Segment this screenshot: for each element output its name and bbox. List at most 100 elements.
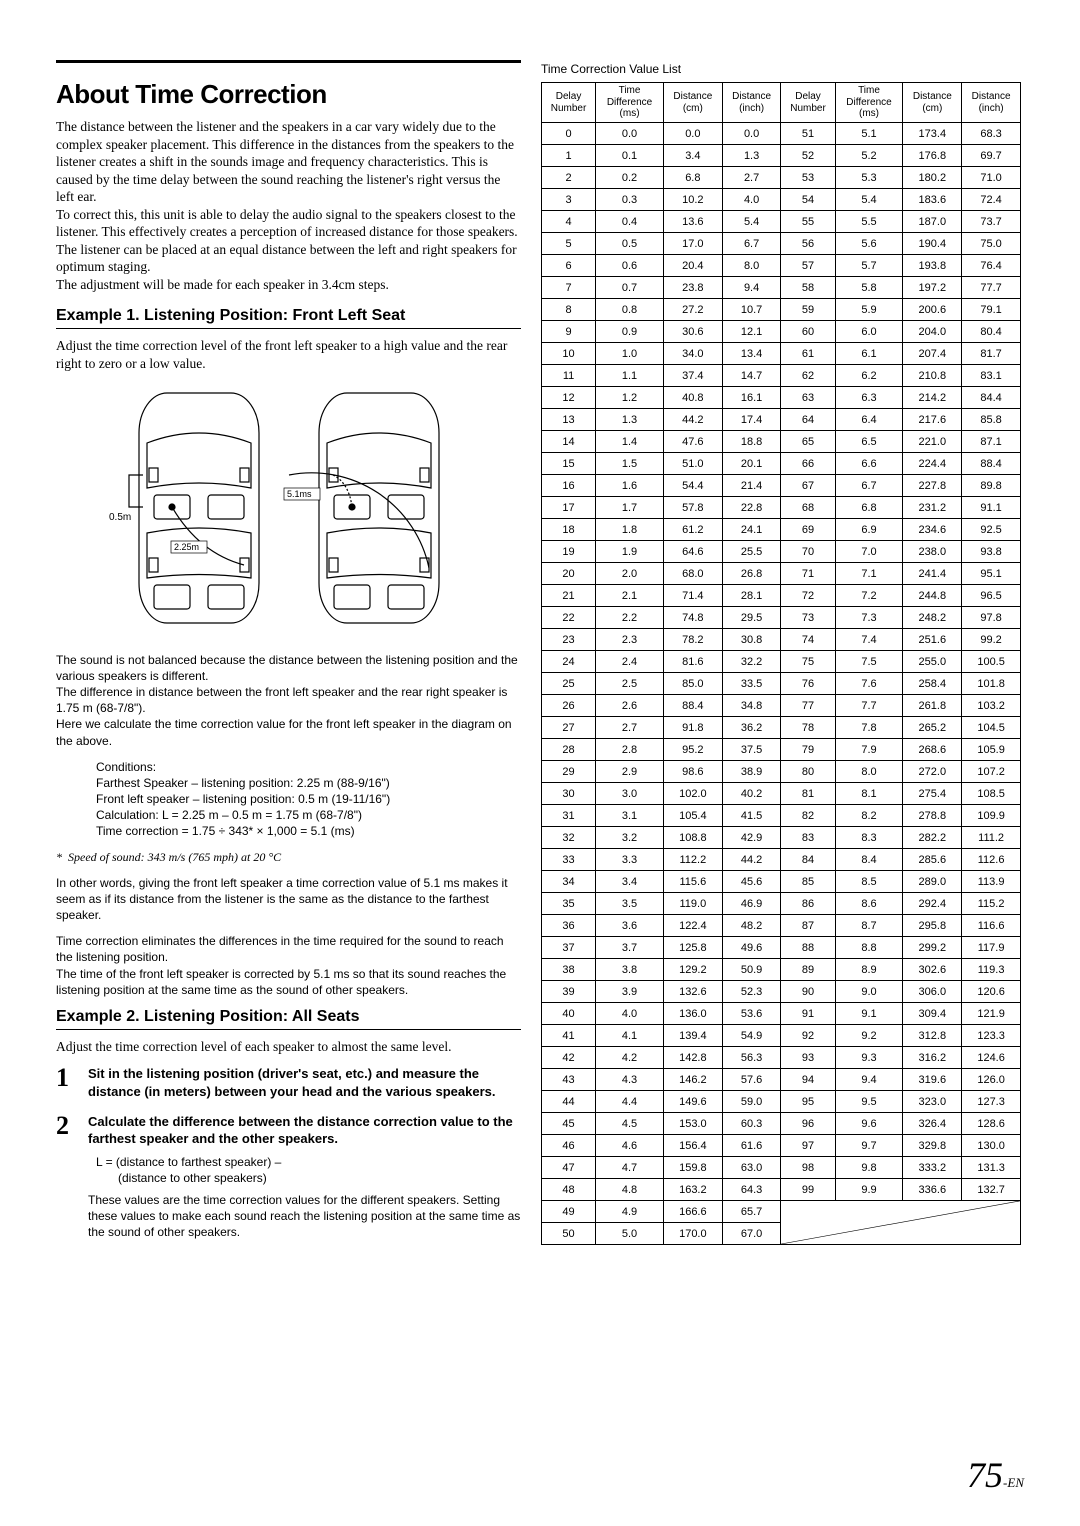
- table-cell: 197.2: [903, 277, 962, 299]
- conditions-block: Conditions: Farthest Speaker – listening…: [96, 759, 521, 840]
- th-delay-num-1: Delay Number: [542, 83, 596, 123]
- table-cell: 40.8: [663, 387, 722, 409]
- table-cell: 4.9: [596, 1201, 664, 1223]
- step-2-formula: L = (distance to farthest speaker) – (di…: [96, 1154, 521, 1186]
- table-cell: 323.0: [903, 1091, 962, 1113]
- table-cell: 20.4: [663, 255, 722, 277]
- table-cell: 6.3: [835, 387, 903, 409]
- table-cell: 136.0: [663, 1003, 722, 1025]
- table-cell: 7.7: [835, 695, 903, 717]
- table-cell: 312.8: [903, 1025, 962, 1047]
- table-cell: 105.9: [962, 739, 1021, 761]
- table-cell: 5: [542, 233, 596, 255]
- table-cell: 3.5: [596, 893, 664, 915]
- table-row: 454.5153.060.3969.6326.4128.6: [542, 1113, 1021, 1135]
- time-correction-table: Delay Number Time Difference (ms) Distan…: [541, 82, 1021, 1245]
- table-cell: 5.1: [835, 123, 903, 145]
- table-cell: 57.8: [663, 497, 722, 519]
- table-row: 30.310.24.0545.4183.672.4: [542, 189, 1021, 211]
- step-1: 1 Sit in the listening position (driver'…: [56, 1065, 521, 1100]
- table-cell: 20: [542, 563, 596, 585]
- table-cell: 190.4: [903, 233, 962, 255]
- table-row: 181.861.224.1696.9234.692.5: [542, 519, 1021, 541]
- table-cell: 34.8: [722, 695, 781, 717]
- table-cell: 67: [781, 475, 835, 497]
- table-cell: 38: [542, 959, 596, 981]
- table-row: 434.3146.257.6949.4319.6126.0: [542, 1069, 1021, 1091]
- table-row: 404.0136.053.6919.1309.4121.9: [542, 1003, 1021, 1025]
- table-cell: 5.7: [835, 255, 903, 277]
- table-cell: 46: [542, 1135, 596, 1157]
- table-cell: 132.6: [663, 981, 722, 1003]
- table-cell: 69: [781, 519, 835, 541]
- table-row: 111.137.414.7626.2210.883.1: [542, 365, 1021, 387]
- table-cell: 333.2: [903, 1157, 962, 1179]
- table-row: 424.2142.856.3939.3316.2124.6: [542, 1047, 1021, 1069]
- table-cell: 302.6: [903, 959, 962, 981]
- table-cell: 96.5: [962, 585, 1021, 607]
- table-cell: 93: [781, 1047, 835, 1069]
- table-cell: 21: [542, 585, 596, 607]
- table-cell: 9.7: [835, 1135, 903, 1157]
- table-cell: 25: [542, 673, 596, 695]
- conditions-label: Conditions:: [96, 759, 521, 775]
- table-cell: 34.0: [663, 343, 722, 365]
- table-cell: 79.1: [962, 299, 1021, 321]
- table-wrap: Delay Number Time Difference (ms) Distan…: [541, 82, 1021, 1245]
- table-cell: 65.7: [722, 1201, 781, 1223]
- table-cell: 6.1: [835, 343, 903, 365]
- table-cell: 56.3: [722, 1047, 781, 1069]
- table-cell: 336.6: [903, 1179, 962, 1201]
- table-cell: 176.8: [903, 145, 962, 167]
- table-cell: 132.7: [962, 1179, 1021, 1201]
- table-cell: 18: [542, 519, 596, 541]
- table-cell: 95.1: [962, 563, 1021, 585]
- table-cell: 61.6: [722, 1135, 781, 1157]
- table-cell: 54: [781, 189, 835, 211]
- table-cell: 0.3: [596, 189, 664, 211]
- table-row: 323.2108.842.9838.3282.2111.2: [542, 827, 1021, 849]
- table-cell: 73: [781, 607, 835, 629]
- table-cell: 35: [542, 893, 596, 915]
- table-cell: 183.6: [903, 189, 962, 211]
- table-row: 222.274.829.5737.3248.297.8: [542, 607, 1021, 629]
- table-row: 303.0102.040.2818.1275.4108.5: [542, 783, 1021, 805]
- table-cell: 50: [542, 1223, 596, 1245]
- label-5-1ms: 5.1ms: [287, 489, 312, 499]
- table-cell: 86: [781, 893, 835, 915]
- table-cell: 17: [542, 497, 596, 519]
- table-row: 272.791.836.2787.8265.2104.5: [542, 717, 1021, 739]
- table-cell: 1: [542, 145, 596, 167]
- table-cell: 16: [542, 475, 596, 497]
- table-cell: 272.0: [903, 761, 962, 783]
- table-cell: 109.9: [962, 805, 1021, 827]
- table-cell: 8.8: [835, 937, 903, 959]
- table-row: 70.723.89.4585.8197.277.7: [542, 277, 1021, 299]
- table-cell: 153.0: [663, 1113, 722, 1135]
- table-cell: 74: [781, 629, 835, 651]
- table-cell: 59: [781, 299, 835, 321]
- table-cell: 33.5: [722, 673, 781, 695]
- table-cell: 9: [542, 321, 596, 343]
- title-rule: [56, 60, 521, 71]
- step-2: 2 Calculate the difference between the d…: [56, 1113, 521, 1241]
- table-cell: 8.0: [722, 255, 781, 277]
- table-cell: 37.4: [663, 365, 722, 387]
- table-cell: 329.8: [903, 1135, 962, 1157]
- step-1-number: 1: [56, 1065, 76, 1100]
- table-cell: 94: [781, 1069, 835, 1091]
- table-cell: 6.7: [835, 475, 903, 497]
- table-cell: 0.5: [596, 233, 664, 255]
- table-cell: 88: [781, 937, 835, 959]
- table-cell: 8.5: [835, 871, 903, 893]
- table-cell: 265.2: [903, 717, 962, 739]
- table-cell: 3.4: [663, 145, 722, 167]
- table-cell: 117.9: [962, 937, 1021, 959]
- table-cell: 0.2: [596, 167, 664, 189]
- table-row: 50.517.06.7565.6190.475.0: [542, 233, 1021, 255]
- table-cell: 73.7: [962, 211, 1021, 233]
- table-cell: 63.0: [722, 1157, 781, 1179]
- table-cell: 67.0: [722, 1223, 781, 1245]
- example2-subtext: Adjust the time correction level of each…: [56, 1038, 521, 1056]
- table-cell: 112.6: [962, 849, 1021, 871]
